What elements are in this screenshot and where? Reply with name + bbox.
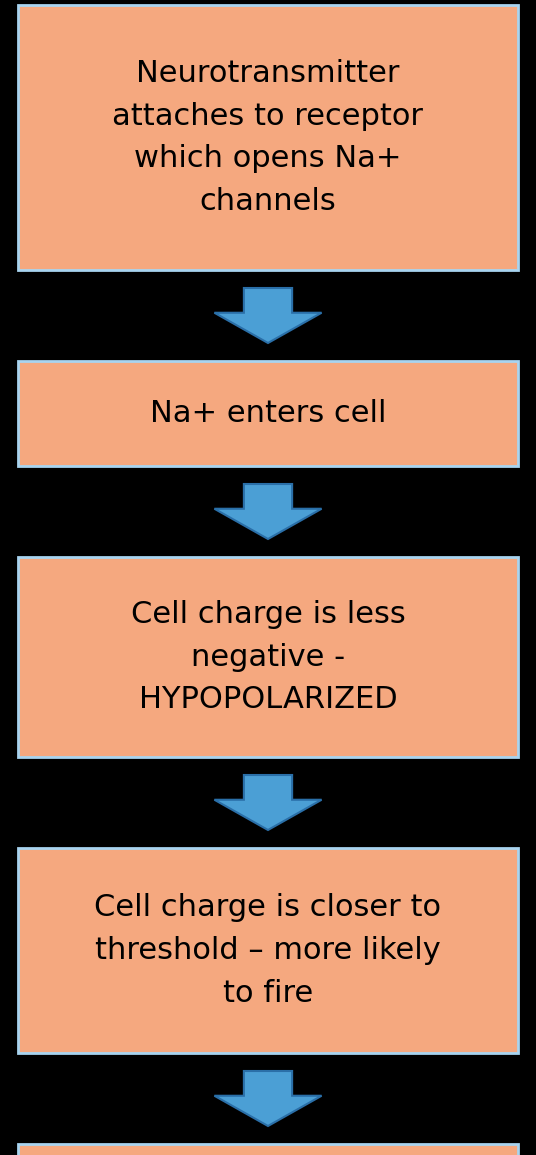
Text: Cell charge is closer to
threshold – more likely
to fire: Cell charge is closer to threshold – mor… (94, 893, 442, 1008)
FancyBboxPatch shape (18, 362, 518, 465)
FancyBboxPatch shape (18, 5, 518, 270)
Polygon shape (214, 775, 322, 830)
Text: Na+ enters cell: Na+ enters cell (150, 398, 386, 429)
FancyBboxPatch shape (18, 1143, 518, 1155)
FancyBboxPatch shape (18, 848, 518, 1053)
Text: Neurotransmitter
attaches to receptor
which opens Na+
channels: Neurotransmitter attaches to receptor wh… (113, 59, 423, 216)
Polygon shape (214, 484, 322, 539)
Polygon shape (214, 288, 322, 343)
Polygon shape (214, 1071, 322, 1126)
FancyBboxPatch shape (18, 557, 518, 757)
Text: Cell charge is less
negative -
HYPOPOLARIZED: Cell charge is less negative - HYPOPOLAR… (131, 599, 405, 714)
